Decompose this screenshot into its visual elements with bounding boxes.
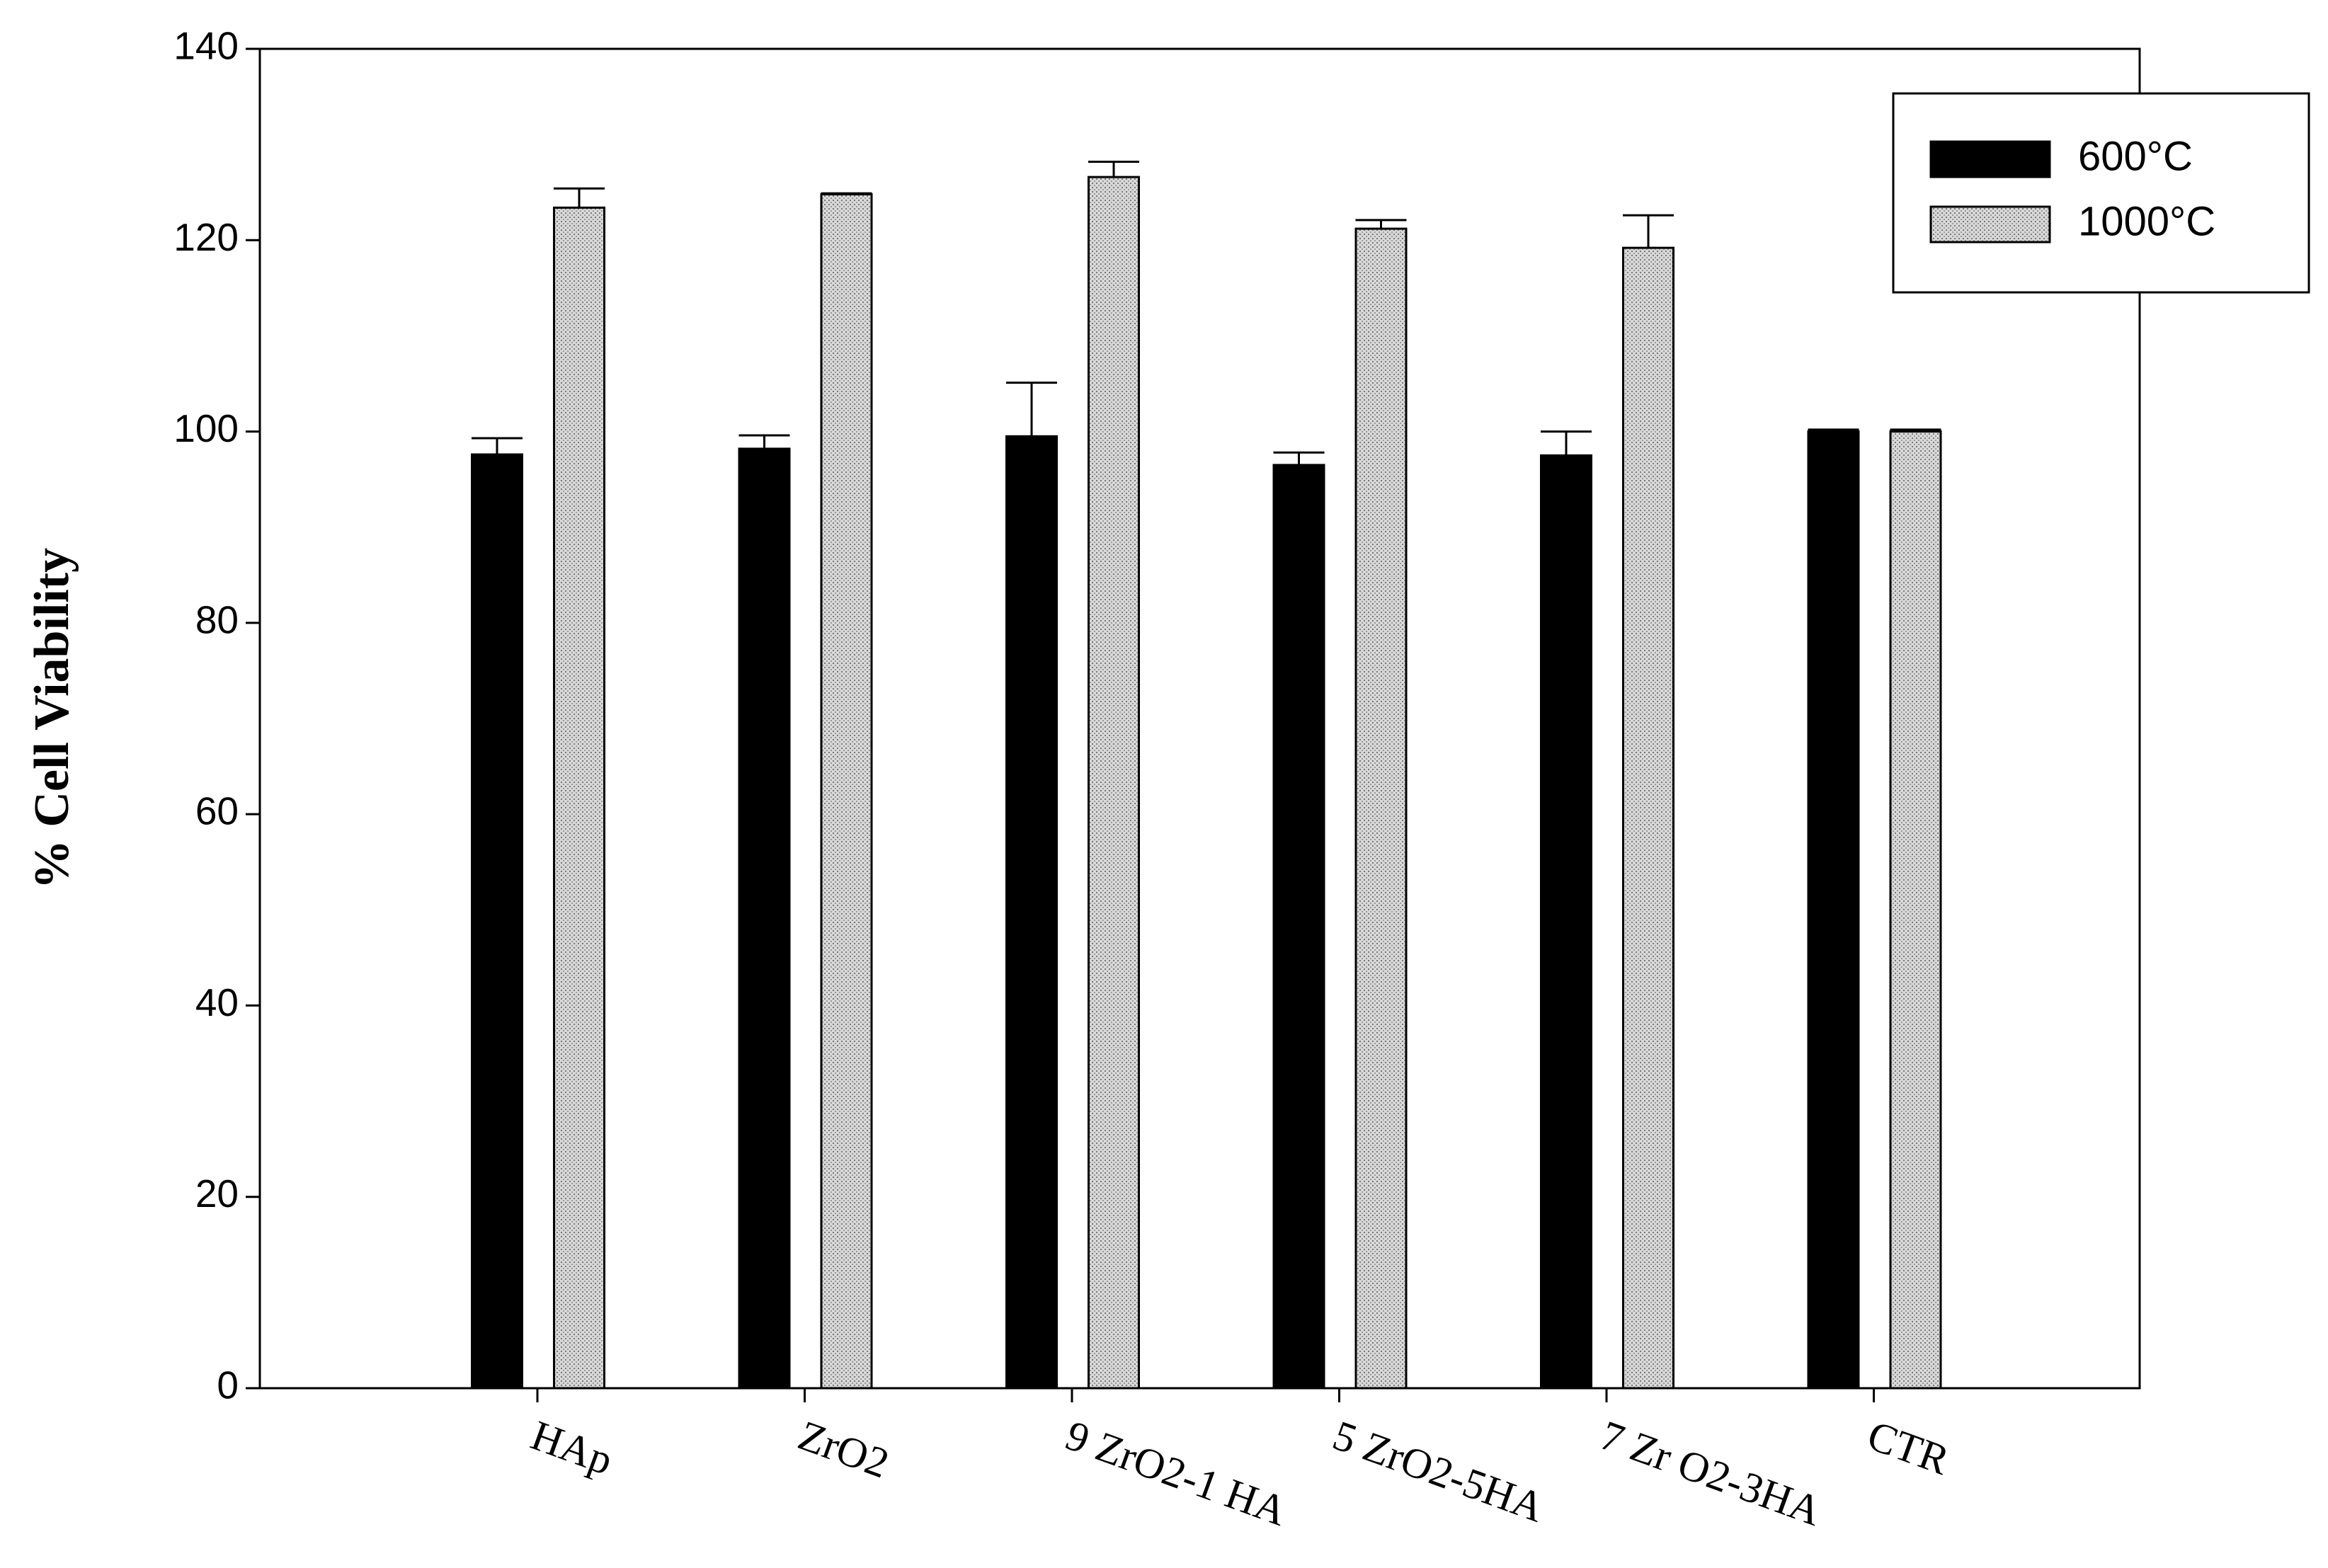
y-tick-label: 0 (217, 1363, 239, 1407)
legend-label: 600°C (2078, 133, 2193, 179)
plot-frame (258, 47, 2141, 1390)
y-tick-label: 40 (195, 980, 239, 1024)
legend-swatch (1929, 205, 2051, 244)
y-axis-label: % Cell Viability (25, 548, 79, 889)
legend-box (1892, 92, 2310, 294)
y-tick-label: 60 (195, 789, 239, 833)
bar (1540, 454, 1592, 1390)
x-tick-label: CTR (1861, 1412, 1955, 1484)
legend-label: 1000°C (2078, 198, 2215, 244)
bar (1088, 176, 1140, 1390)
x-tick-label: ZrO2 (792, 1412, 895, 1487)
bar (1622, 246, 1674, 1390)
y-tick-label: 120 (173, 215, 239, 259)
y-tick-label: 80 (195, 597, 239, 641)
x-tick-label: 9 ZrO2-1 HA (1060, 1412, 1293, 1535)
y-tick-label: 140 (173, 24, 239, 68)
x-tick-label: 5 ZrO2-5HA (1327, 1412, 1550, 1531)
bar (471, 453, 523, 1390)
bar (553, 206, 605, 1390)
x-tick-label: HAp (525, 1412, 619, 1484)
y-tick-label: 100 (173, 406, 239, 450)
legend-swatch (1929, 140, 2051, 178)
bar (738, 447, 791, 1390)
bar (1354, 227, 1408, 1390)
bar (1272, 464, 1325, 1390)
bar (1807, 430, 1860, 1390)
y-tick-label: 20 (195, 1172, 239, 1215)
bar (1889, 430, 1942, 1390)
x-tick-label: 7 Zr O2-3HA (1594, 1412, 1827, 1535)
bar (1005, 435, 1058, 1390)
bar (820, 193, 873, 1390)
